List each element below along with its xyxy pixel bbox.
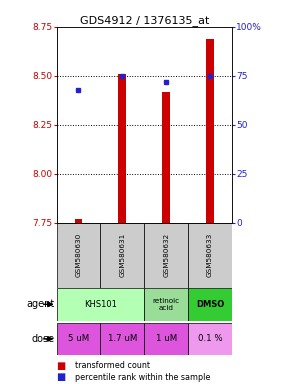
Bar <box>188 323 232 355</box>
Text: agent: agent <box>27 299 55 310</box>
Text: percentile rank within the sample: percentile rank within the sample <box>75 372 211 382</box>
Text: DMSO: DMSO <box>196 300 224 309</box>
Bar <box>118 74 126 223</box>
Text: retinoic
acid: retinoic acid <box>153 298 180 311</box>
Text: ■: ■ <box>57 372 66 382</box>
Bar <box>100 323 144 355</box>
Bar <box>206 39 214 223</box>
Bar <box>188 288 232 321</box>
Text: transformed count: transformed count <box>75 361 151 370</box>
Text: 1.7 uM: 1.7 uM <box>108 334 137 343</box>
Text: 0.1 %: 0.1 % <box>198 334 222 343</box>
Text: ■: ■ <box>57 361 66 371</box>
Bar <box>57 323 100 355</box>
Bar <box>57 288 144 321</box>
Bar <box>100 223 144 288</box>
Text: GSM580630: GSM580630 <box>75 233 81 278</box>
Bar <box>144 288 188 321</box>
Text: dose: dose <box>32 334 55 344</box>
Bar <box>162 91 170 223</box>
Text: GSM580632: GSM580632 <box>163 233 169 278</box>
Text: GSM580633: GSM580633 <box>207 233 213 278</box>
Text: 1 uM: 1 uM <box>155 334 177 343</box>
Text: 5 uM: 5 uM <box>68 334 89 343</box>
Text: GSM580631: GSM580631 <box>119 233 125 278</box>
Text: KHS101: KHS101 <box>84 300 117 309</box>
Bar <box>57 223 100 288</box>
Title: GDS4912 / 1376135_at: GDS4912 / 1376135_at <box>79 15 209 26</box>
Bar <box>188 223 232 288</box>
Bar <box>75 219 82 223</box>
Bar <box>144 223 188 288</box>
Bar <box>144 323 188 355</box>
